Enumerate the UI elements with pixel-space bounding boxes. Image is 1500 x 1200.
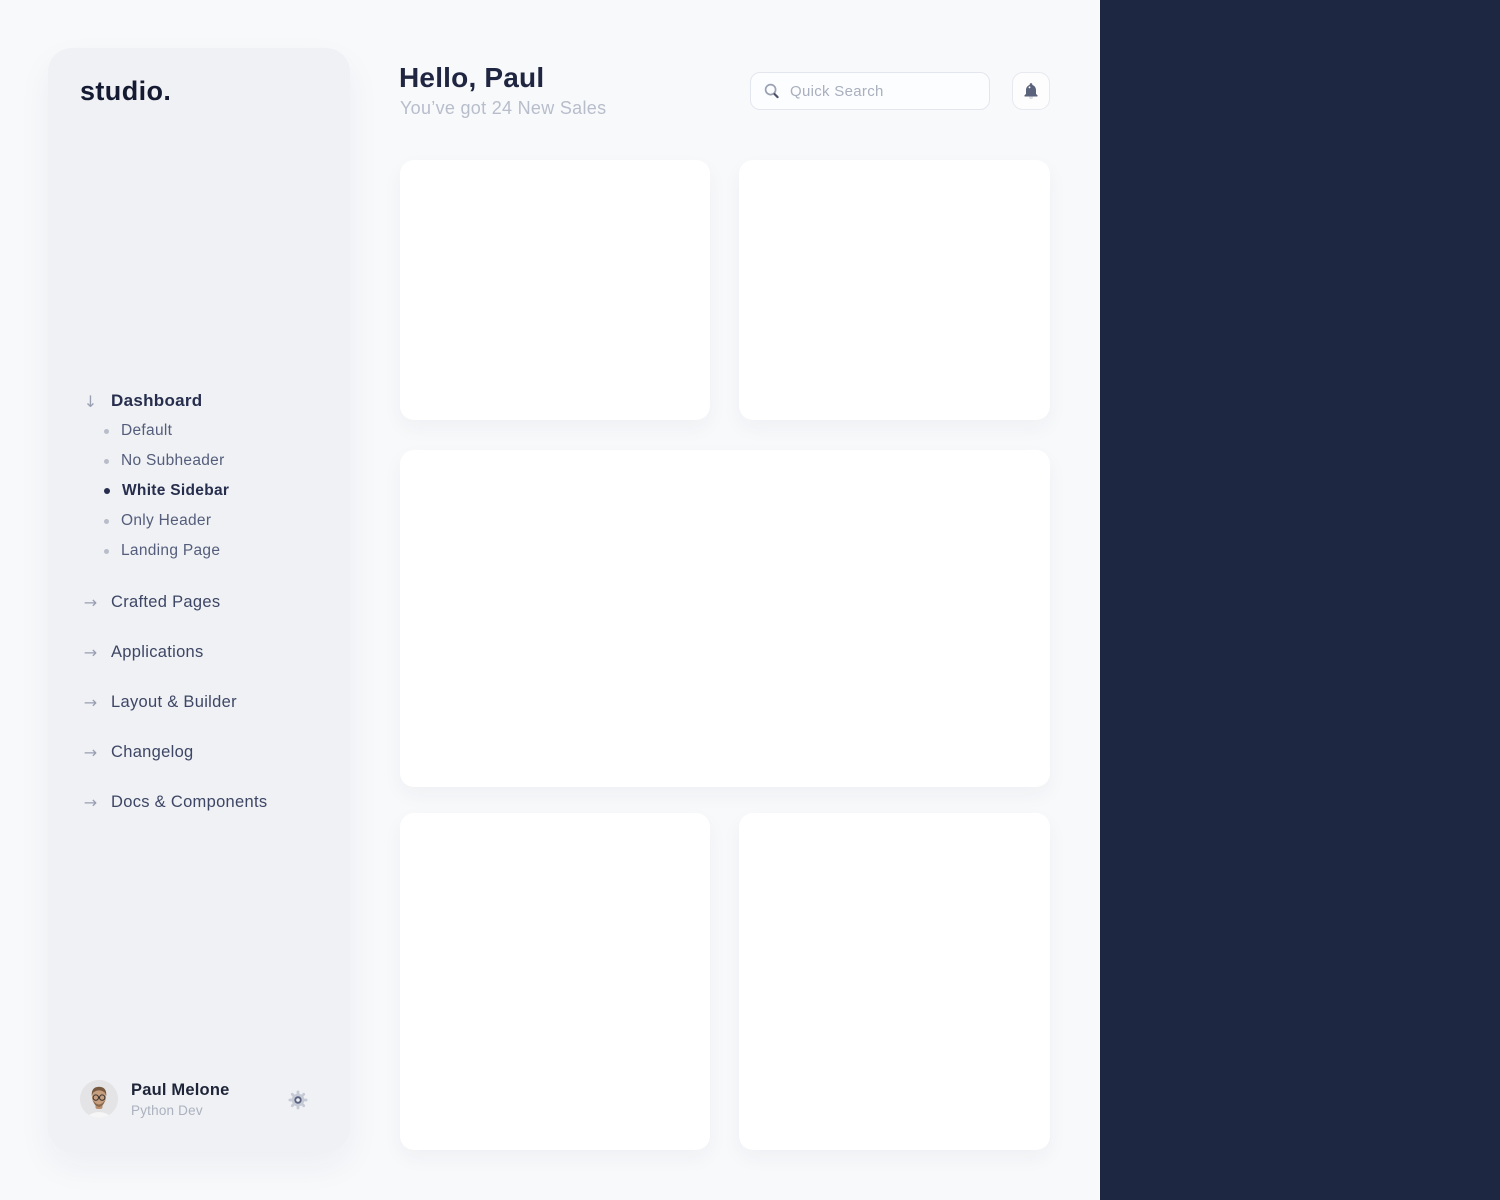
arrow-right-icon: → xyxy=(83,642,98,662)
bullet-icon xyxy=(104,458,109,464)
profile-role: Python Dev xyxy=(131,1103,203,1118)
sidebar-item-changelog[interactable]: → Changelog xyxy=(82,738,330,766)
settings-gear-icon[interactable] xyxy=(286,1088,310,1112)
right-panel xyxy=(1100,0,1500,1200)
arrow-right-icon: → xyxy=(83,592,98,612)
sidebar-item-applications[interactable]: → Applications xyxy=(82,638,330,666)
subnav-item-only-header[interactable]: Only Header xyxy=(82,506,330,536)
notifications-button[interactable] xyxy=(1012,72,1050,110)
subnav-item-label: Only Header xyxy=(121,512,212,529)
bullet-icon xyxy=(104,518,109,524)
content-card-wide xyxy=(400,450,1050,787)
sidebar-item-label: Crafted Pages xyxy=(111,592,221,611)
content-card-top-left xyxy=(400,160,710,420)
bullet-icon xyxy=(104,428,109,434)
subnav-item-label: Landing Page xyxy=(121,542,221,559)
search-icon xyxy=(763,82,781,100)
user-profile: Paul Melone Python Dev xyxy=(80,1080,326,1120)
page-subtitle: You’ve got 24 New Sales xyxy=(400,98,607,118)
arrow-right-icon: → xyxy=(83,742,98,762)
sidebar-item-label: Changelog xyxy=(111,742,194,761)
sidebar-item-crafted-pages[interactable]: → Crafted Pages xyxy=(82,588,330,616)
subnav-item-white-sidebar[interactable]: White Sidebar xyxy=(82,476,330,506)
bell-icon xyxy=(1021,81,1041,101)
subnav-item-label: Default xyxy=(121,422,173,439)
sidebar-item-label: Applications xyxy=(111,642,204,661)
content-card-bottom-left xyxy=(400,813,710,1150)
subnav-item-landing-page[interactable]: Landing Page xyxy=(82,536,330,566)
sidebar-item-docs-components[interactable]: → Docs & Components xyxy=(82,788,330,816)
sidebar-item-layout-builder[interactable]: → Layout & Builder xyxy=(82,688,330,716)
page-title: Hello, Paul xyxy=(399,62,545,93)
subnav-item-label: No Subheader xyxy=(121,452,225,469)
arrow-down-icon: ↓ xyxy=(83,391,98,411)
profile-name: Paul Melone xyxy=(131,1081,230,1099)
subnav-item-label: White Sidebar xyxy=(122,482,230,499)
quick-search xyxy=(750,72,990,110)
app-logo: studio. xyxy=(80,76,172,106)
sidebar-item-label: Dashboard xyxy=(111,391,203,410)
search-input[interactable] xyxy=(790,82,989,100)
subnav-item-default[interactable]: Default xyxy=(82,416,330,446)
sidebar: studio. ↓ Dashboard Default No Subheader… xyxy=(48,48,350,1152)
arrow-right-icon: → xyxy=(83,692,98,712)
sidebar-item-dashboard[interactable]: ↓ Dashboard xyxy=(82,386,330,416)
avatar[interactable] xyxy=(80,1080,118,1118)
bullet-icon xyxy=(104,548,109,554)
dashboard-subnav: Default No Subheader White Sidebar Only … xyxy=(82,416,330,566)
sidebar-item-label: Layout & Builder xyxy=(111,692,237,711)
content-card-top-right xyxy=(739,160,1050,420)
bullet-icon xyxy=(104,488,110,494)
sidebar-nav: ↓ Dashboard Default No Subheader White S… xyxy=(82,386,330,816)
content-card-bottom-right xyxy=(739,813,1050,1150)
arrow-right-icon: → xyxy=(83,792,98,812)
sidebar-item-label: Docs & Components xyxy=(111,792,268,811)
subnav-item-no-subheader[interactable]: No Subheader xyxy=(82,446,330,476)
